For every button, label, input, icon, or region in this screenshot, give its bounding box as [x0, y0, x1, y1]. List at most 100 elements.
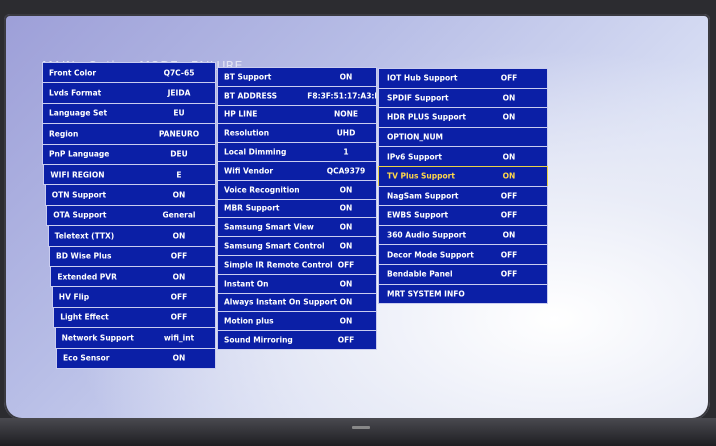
menu-item-value: ON	[339, 297, 353, 307]
menu-item-label: Teletext (TTX)	[54, 231, 115, 241]
menu-item-always-instant-on-support[interactable]: Always Instant On Support ON	[217, 292, 377, 313]
menu-item-teletext-ttx[interactable]: Teletext (TTX) ON	[47, 225, 216, 247]
menu-item-hv-flip[interactable]: HV Flip OFF	[51, 286, 216, 308]
menu-item-label: Eco Sensor	[63, 353, 110, 363]
menu-item-ipv6-support[interactable]: IPv6 Support ON	[378, 146, 548, 167]
menu-item-label: EWBS Support	[387, 210, 449, 220]
menu-item-value: OFF	[337, 335, 355, 345]
menu-item-nagsam-support[interactable]: NagSam Support OFF	[378, 185, 548, 207]
menu-item-eco-sensor[interactable]: Eco Sensor ON	[56, 347, 216, 369]
menu-column-3: IOT Hub Support OFF SPDIF Support ON HDR PLU…	[378, 68, 548, 305]
menu-item-pnp-language[interactable]: PnP Language DEU	[42, 143, 216, 165]
menu-item-ewbs-support[interactable]: EWBS Support OFF	[378, 205, 548, 226]
menu-item-language-set[interactable]: Language Set EU	[42, 102, 216, 125]
menu-item-mbr-support[interactable]: MBR Support ON	[217, 198, 377, 219]
menu-column-2: BT Support ON BT ADDRESS F8:3F:51:17:A3:F7 H…	[217, 67, 377, 350]
menu-item-value: OFF	[170, 251, 188, 261]
menu-item-value: ON	[339, 316, 353, 326]
menu-item-label: HDR PLUS Support	[387, 112, 466, 122]
menu-item-decor-mode-support[interactable]: Decor Mode Support OFF	[378, 244, 548, 265]
menu-item-value: Q7C-65	[163, 68, 195, 78]
menu-item-label: OTN Support	[51, 190, 107, 200]
menu-item-label: Resolution	[224, 128, 270, 138]
menu-item-tv-plus-support[interactable]: TV Plus Support ON	[378, 166, 548, 187]
menu-item-label: Local Dimming	[224, 147, 287, 157]
menu-item-value: ON	[172, 272, 186, 282]
menu-item-samsung-smart-view[interactable]: Samsung Smart View ON	[217, 217, 377, 238]
menu-item-voice-recognition[interactable]: Voice Recognition ON	[217, 179, 377, 200]
menu-item-value: OFF	[500, 73, 518, 83]
menu-item-otn-support[interactable]: OTN Support ON	[44, 184, 216, 206]
menu-item-label: Bendable Panel	[387, 269, 453, 279]
menu-item-360-audio-support[interactable]: 360 Audio Support ON	[378, 224, 548, 246]
menu-item-spdif-support[interactable]: SPDIF Support ON	[378, 87, 548, 109]
menu-item-value: ON	[502, 152, 516, 162]
menu-item-value: ON	[339, 72, 353, 82]
menu-item-local-dimming[interactable]: Local Dimming 1	[217, 142, 377, 162]
menu-item-value: ON	[502, 93, 516, 103]
menu-item-region[interactable]: Region PANEURO	[42, 123, 216, 145]
menu-item-extended-pvr[interactable]: Extended PVR ON	[50, 266, 216, 288]
menu-item-hdr-plus-support[interactable]: HDR PLUS Support ON	[378, 107, 548, 128]
menu-item-mrt-system-info[interactable]: MRT SYSTEM INFO	[378, 283, 548, 305]
menu-item-label: Language Set	[49, 108, 108, 118]
menu-item-bt-support[interactable]: BT Support ON	[217, 67, 377, 87]
menu-item-value: ON	[339, 241, 353, 251]
menu-item-value: ON	[339, 185, 353, 195]
menu-item-label: 360 Audio Support	[387, 230, 467, 240]
menu-item-front-color[interactable]: Front Color Q7C-65	[42, 62, 216, 84]
menu-item-label: Light Effect	[60, 312, 109, 322]
tv-logo	[352, 426, 370, 429]
menu-item-value: ON	[172, 190, 186, 200]
menu-item-network-support[interactable]: Network Support wifi_int	[54, 327, 216, 349]
menu-item-wifi-region[interactable]: WIFI REGION E	[43, 164, 216, 186]
menu-column-1: Front Color Q7C-65 Lvds Format JEIDA Languag…	[42, 62, 216, 369]
menu-item-motion-plus[interactable]: Motion plus ON	[217, 311, 377, 332]
menu-item-label: MBR Support	[224, 203, 280, 213]
menu-item-option-num[interactable]: OPTION_NUM	[378, 126, 548, 148]
menu-item-value: General	[162, 210, 196, 220]
menu-item-value: EU	[173, 108, 185, 118]
menu-item-resolution[interactable]: Resolution UHD	[217, 123, 377, 144]
menu-item-value: ON	[339, 203, 353, 213]
menu-item-ota-support[interactable]: OTA Support General	[46, 204, 216, 227]
menu-item-bd-wise-plus[interactable]: BD Wise Plus OFF	[49, 245, 216, 267]
menu-item-value: ON	[172, 231, 186, 241]
menu-item-value: F8:3F:51:17:A3:F7	[307, 91, 376, 101]
menu-item-iot-hub-support[interactable]: IOT Hub Support OFF	[378, 68, 548, 89]
menu-item-value: OFF	[500, 210, 518, 220]
menu-item-label: PnP Language	[49, 149, 110, 159]
menu-item-bt-address[interactable]: BT ADDRESS F8:3F:51:17:A3:F7	[217, 85, 377, 106]
menu-item-value: ON	[172, 353, 186, 363]
menu-item-instant-on[interactable]: Instant On ON	[217, 273, 377, 294]
menu-item-wifi-vendor[interactable]: Wifi Vendor QCA9379	[217, 161, 377, 181]
menu-item-bendable-panel[interactable]: Bendable Panel OFF	[378, 264, 548, 285]
menu-item-label: MRT SYSTEM INFO	[387, 289, 465, 299]
menu-item-value: ON	[339, 222, 353, 232]
menu-item-sound-mirroring[interactable]: Sound Mirroring OFF	[217, 330, 377, 350]
menu-item-value: NONE	[333, 109, 359, 119]
menu-item-label: Always Instant On Support	[224, 297, 338, 307]
menu-item-value: JEIDA	[167, 88, 191, 98]
menu-item-hp-line[interactable]: HP LINE NONE	[217, 104, 377, 125]
menu-item-value: QCA9379	[326, 166, 366, 176]
menu-item-label: BT Support	[224, 72, 272, 82]
menu-item-label: OPTION_NUM	[387, 132, 444, 142]
menu-item-light-effect[interactable]: Light Effect OFF	[53, 306, 216, 329]
menu-item-simple-ir-remote-control[interactable]: Simple IR Remote Control OFF	[217, 255, 377, 275]
menu-item-label: Lvds Format	[49, 88, 102, 98]
menu-item-label: HP LINE	[224, 109, 258, 119]
menu-item-samsung-smart-control[interactable]: Samsung Smart Control ON	[217, 236, 377, 256]
menu-item-label: Motion plus	[224, 316, 274, 326]
menu-item-value: OFF	[170, 292, 188, 302]
menu-item-value: OFF	[170, 312, 188, 322]
menu-item-label: BT ADDRESS	[224, 91, 278, 101]
menu-item-value: OFF	[500, 191, 518, 201]
menu-item-value: OFF	[500, 250, 518, 260]
menu-item-value: wifi_int	[163, 333, 195, 343]
menu-item-lvds-format[interactable]: Lvds Format JEIDA	[42, 82, 216, 104]
menu-item-value: OFF	[337, 260, 355, 270]
menu-item-value: ON	[502, 230, 516, 240]
menu-item-value: 1	[343, 147, 349, 157]
tv-bezel	[0, 418, 716, 446]
